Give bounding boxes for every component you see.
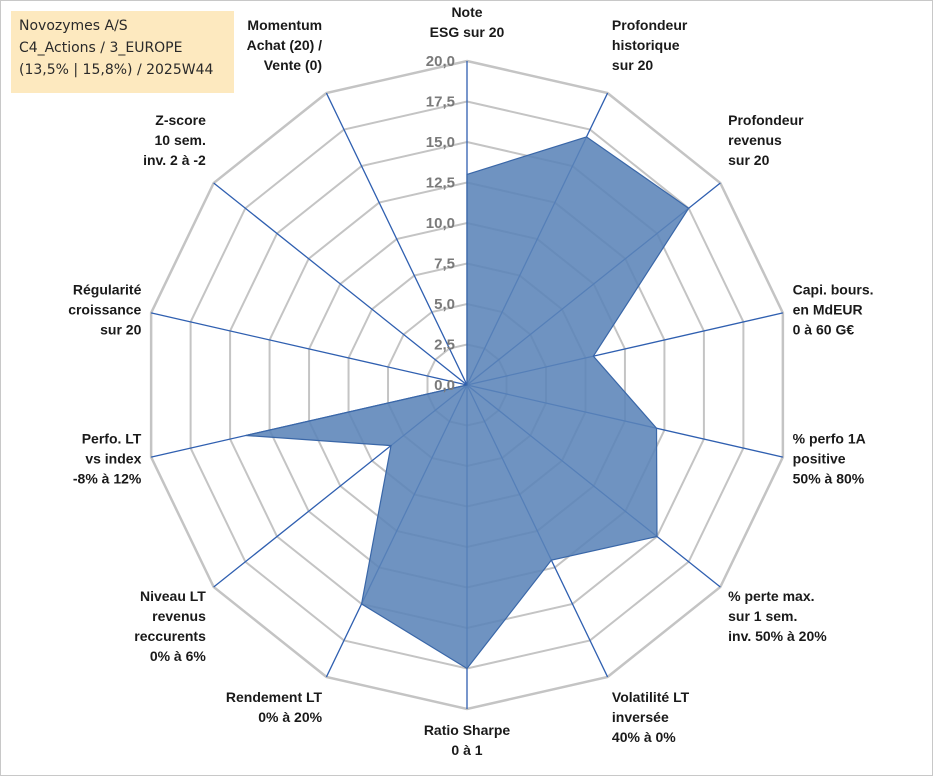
axis-label: % perte max. — [728, 588, 814, 604]
axis-label: Capi. bours. — [793, 282, 874, 298]
axis-label: 10 sem. — [154, 132, 205, 148]
title-line-1: Novozymes A/S — [19, 18, 128, 34]
axis-label: positive — [793, 450, 846, 466]
radial-tick-label: 0,0 — [434, 377, 455, 394]
axis-label: Profondeur — [728, 112, 804, 128]
axis-label: 40% à 0% — [612, 729, 676, 745]
axis-label: reccurents — [134, 628, 206, 644]
axis-label: Achat (20) / — [247, 37, 323, 53]
axis-label: sur 20 — [728, 152, 769, 168]
series-area — [245, 136, 690, 670]
axis-label: inv. 50% à 20% — [728, 628, 827, 644]
axis-label: 0 à 1 — [451, 742, 482, 758]
axis-label: Vente (0) — [264, 57, 322, 73]
radial-tick-label: 12,5 — [426, 175, 455, 192]
axis-label: inversée — [612, 709, 669, 725]
axis-label: Profondeur — [612, 17, 688, 33]
axis-label: 0% à 20% — [258, 709, 322, 725]
series-layer — [245, 136, 690, 670]
axis-label: % perfo 1A — [793, 430, 866, 446]
axis-label: -8% à 12% — [73, 470, 142, 486]
axis-label: revenus — [728, 132, 782, 148]
axis-label: Momentum — [247, 17, 322, 33]
radial-tick-label: 7,5 — [434, 256, 455, 273]
axis-spoke — [213, 182, 468, 386]
radial-tick-label: 20,0 — [426, 53, 455, 70]
label-layer: Note ESG sur 20 Profondeur historique sur 20… — [68, 4, 873, 758]
axis-spoke — [150, 312, 468, 386]
axis-label: Niveau LT — [140, 588, 206, 604]
axis-label: ESG sur 20 — [430, 24, 505, 40]
axis-label: Ratio Sharpe — [424, 722, 511, 738]
axis-label: sur 20 — [100, 322, 141, 338]
radial-tick-label: 10,0 — [426, 215, 455, 232]
title-line-2: C4_Actions / 3_EUROPE — [19, 40, 183, 56]
radial-tick-label: 2,5 — [434, 337, 455, 354]
axis-label: Volatilité LT — [612, 689, 690, 705]
axis-label: sur 20 — [612, 57, 653, 73]
axis-label: revenus — [152, 608, 206, 624]
tick-layer: 0,0 2,5 5,0 7,5 10,0 12,5 15,0 17,5 20,0 — [426, 53, 455, 394]
axis-label: inv. 2 à -2 — [143, 152, 206, 168]
axis-label: 0 à 60 G€ — [793, 322, 855, 338]
axis-label: Perfo. LT — [82, 430, 142, 446]
axis-label: 0% à 6% — [150, 648, 207, 664]
radial-tick-label: 5,0 — [434, 296, 455, 313]
axis-label: 50% à 80% — [793, 470, 865, 486]
radial-tick-label: 15,0 — [426, 134, 455, 151]
axis-spoke — [325, 92, 468, 386]
axis-label: Z-score — [155, 112, 206, 128]
axis-label: sur 1 sem. — [728, 608, 797, 624]
radial-tick-label: 17,5 — [426, 94, 455, 111]
axis-label: Régularité — [73, 282, 142, 298]
chart-title-box: Novozymes A/S C4_Actions / 3_EUROPE (13,… — [11, 11, 234, 93]
axis-label: historique — [612, 37, 680, 53]
axis-label: Rendement LT — [226, 689, 323, 705]
axis-label: vs index — [85, 450, 141, 466]
axis-label: en MdEUR — [793, 302, 863, 318]
title-line-3: (13,5% | 15,8%) / 2025W44 — [19, 62, 214, 78]
axis-label: croissance — [68, 302, 141, 318]
axis-label: Note — [451, 4, 482, 20]
